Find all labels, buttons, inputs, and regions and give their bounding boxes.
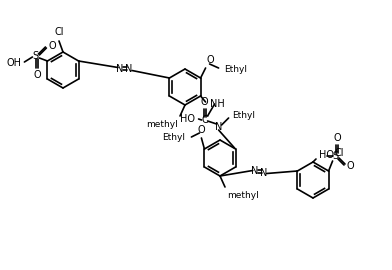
- Text: Ethyl: Ethyl: [232, 112, 256, 120]
- Text: N: N: [116, 63, 124, 73]
- Text: N: N: [251, 167, 258, 177]
- Text: S: S: [332, 151, 338, 161]
- Text: OH: OH: [6, 58, 22, 68]
- Text: C: C: [201, 115, 208, 125]
- Text: O: O: [201, 97, 209, 107]
- Text: O: O: [198, 125, 205, 135]
- Text: Cl: Cl: [54, 27, 64, 37]
- Text: N: N: [260, 167, 267, 177]
- Text: methyl: methyl: [146, 120, 178, 129]
- Text: O: O: [347, 161, 355, 171]
- Text: O: O: [207, 55, 214, 65]
- Text: O: O: [333, 133, 341, 143]
- Text: Ethyl: Ethyl: [162, 133, 185, 143]
- Text: S: S: [33, 51, 38, 61]
- Text: N: N: [215, 122, 222, 132]
- Text: HO: HO: [319, 150, 334, 160]
- Text: O: O: [48, 41, 56, 51]
- Text: NH: NH: [210, 99, 224, 109]
- Text: Ethyl: Ethyl: [225, 65, 248, 73]
- Text: Cl: Cl: [335, 148, 344, 158]
- Text: methyl: methyl: [227, 191, 259, 200]
- Text: HO: HO: [180, 114, 194, 124]
- Text: O: O: [34, 70, 41, 80]
- Text: N: N: [125, 65, 132, 75]
